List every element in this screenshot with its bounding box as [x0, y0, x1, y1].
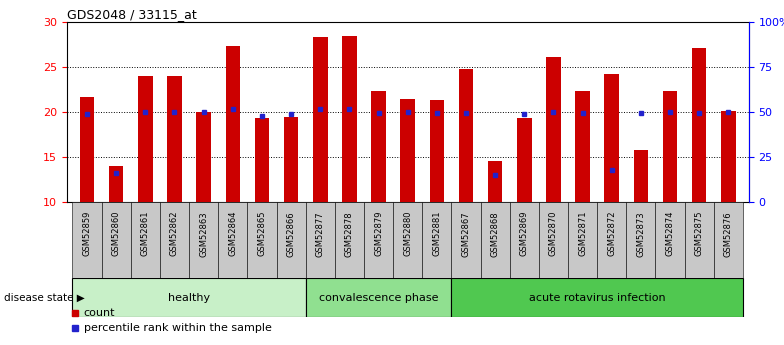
- Text: GDS2048 / 33115_at: GDS2048 / 33115_at: [67, 8, 196, 21]
- Bar: [72, 202, 102, 278]
- Text: GSM52870: GSM52870: [549, 211, 558, 256]
- Bar: [517, 118, 532, 202]
- Text: count: count: [84, 308, 115, 318]
- Bar: [72, 278, 306, 317]
- Bar: [488, 160, 503, 202]
- Text: GSM52875: GSM52875: [695, 211, 704, 256]
- Text: GSM52876: GSM52876: [724, 211, 733, 257]
- Text: percentile rank within the sample: percentile rank within the sample: [84, 324, 271, 333]
- Bar: [226, 46, 240, 202]
- Bar: [546, 57, 561, 202]
- Bar: [248, 202, 277, 278]
- Bar: [196, 112, 211, 202]
- Bar: [306, 202, 335, 278]
- Text: acute rotavirus infection: acute rotavirus infection: [529, 293, 666, 303]
- Bar: [626, 202, 655, 278]
- Text: GSM52864: GSM52864: [228, 211, 238, 256]
- Bar: [597, 202, 626, 278]
- Bar: [313, 37, 328, 202]
- Bar: [452, 278, 743, 317]
- Bar: [655, 202, 684, 278]
- Text: GSM52879: GSM52879: [374, 211, 383, 256]
- Bar: [691, 48, 706, 202]
- Bar: [510, 202, 539, 278]
- Text: GSM52878: GSM52878: [345, 211, 354, 257]
- Text: GSM52866: GSM52866: [287, 211, 296, 257]
- Bar: [255, 118, 269, 202]
- Text: GSM52874: GSM52874: [666, 211, 674, 256]
- Bar: [364, 202, 393, 278]
- Text: GSM52860: GSM52860: [111, 211, 121, 256]
- Bar: [633, 150, 648, 202]
- Text: healthy: healthy: [168, 293, 210, 303]
- Bar: [138, 76, 153, 202]
- Text: GSM52868: GSM52868: [491, 211, 499, 257]
- Bar: [372, 91, 386, 202]
- Bar: [277, 202, 306, 278]
- Text: GSM52869: GSM52869: [520, 211, 528, 256]
- Bar: [284, 117, 299, 202]
- Text: GSM52871: GSM52871: [578, 211, 587, 256]
- Text: GSM52881: GSM52881: [432, 211, 441, 256]
- Text: GSM52880: GSM52880: [403, 211, 412, 256]
- Bar: [393, 202, 423, 278]
- Bar: [430, 100, 444, 202]
- Bar: [452, 202, 481, 278]
- Text: GSM52865: GSM52865: [257, 211, 267, 256]
- Bar: [575, 91, 590, 202]
- Bar: [568, 202, 597, 278]
- Text: GSM52873: GSM52873: [637, 211, 645, 257]
- Bar: [721, 111, 735, 202]
- Bar: [401, 99, 415, 202]
- Bar: [109, 166, 123, 202]
- Text: GSM52877: GSM52877: [316, 211, 325, 257]
- Bar: [189, 202, 218, 278]
- Bar: [684, 202, 713, 278]
- Bar: [160, 202, 189, 278]
- Bar: [423, 202, 452, 278]
- Bar: [481, 202, 510, 278]
- Bar: [306, 278, 452, 317]
- Bar: [102, 202, 131, 278]
- Bar: [459, 69, 474, 202]
- Text: disease state ▶: disease state ▶: [4, 293, 85, 303]
- Text: GSM52859: GSM52859: [82, 211, 92, 256]
- Bar: [80, 97, 94, 202]
- Bar: [342, 36, 357, 202]
- Bar: [335, 202, 364, 278]
- Text: GSM52861: GSM52861: [141, 211, 150, 256]
- Bar: [539, 202, 568, 278]
- Bar: [662, 91, 677, 202]
- Bar: [604, 73, 619, 202]
- Text: GSM52862: GSM52862: [170, 211, 179, 256]
- Text: GSM52867: GSM52867: [462, 211, 470, 257]
- Bar: [131, 202, 160, 278]
- Bar: [167, 76, 182, 202]
- Text: convalescence phase: convalescence phase: [319, 293, 438, 303]
- Bar: [218, 202, 248, 278]
- Text: GSM52863: GSM52863: [199, 211, 208, 257]
- Bar: [713, 202, 743, 278]
- Text: GSM52872: GSM52872: [608, 211, 616, 256]
